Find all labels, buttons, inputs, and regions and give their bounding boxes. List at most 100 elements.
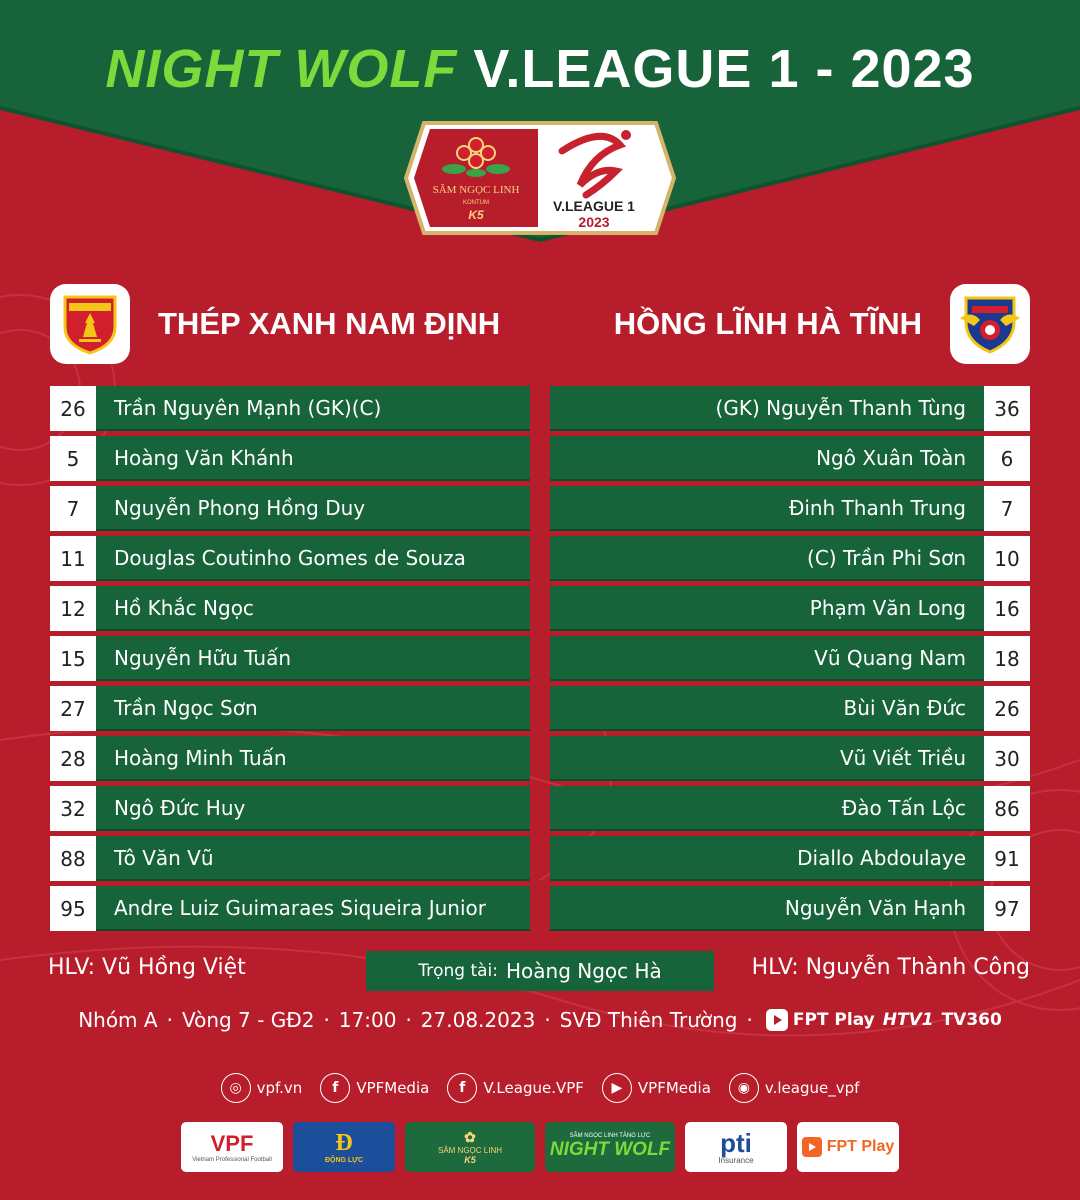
player-number: 30 [984,736,1030,781]
social-label: VPFMedia [356,1079,430,1097]
dong-luc-text: ĐỘNG LỰC [324,1157,364,1164]
page-title: NIGHT WOLF V.LEAGUE 1 - 2023 [0,38,1080,100]
badge-sponsor-sub: KONTUM [463,200,489,206]
player-number: 5 [50,436,96,481]
player-number: 7 [50,486,96,531]
sam-ngoc-linh-mark: K5 [464,1155,476,1165]
facebook-icon: f [447,1073,478,1103]
vpf-logo-sub: Vietnam Professional Football [192,1157,272,1163]
badge-league-year: 2023 [578,214,609,230]
player-number: 10 [984,536,1030,581]
player-name: Tô Văn Vũ [96,836,530,881]
social-label: VPFMedia [637,1079,711,1097]
sponsor-pti: pti Insurance [685,1122,787,1172]
sam-ngoc-linh-icon: ✿ [464,1129,476,1145]
player-name: Nguyễn Hữu Tuấn [96,636,530,681]
separator-dot: · [323,1008,330,1032]
player-name: Vũ Viết Triều [550,736,984,781]
away-player-row: Đào Tấn Lộc 86 [550,786,1030,831]
home-player-row: 32 Ngô Đức Huy [50,786,530,831]
player-name: Diallo Abdoulaye [550,836,984,881]
player-name: Nguyễn Văn Hạnh [550,886,984,931]
player-name: Vũ Quang Nam [550,636,984,681]
player-name: Andre Luiz Guimaraes Siqueira Junior [96,886,530,931]
away-coach: HLV: Nguyễn Thành Công [751,955,1030,980]
facebook-icon: f [320,1073,351,1103]
social-label: V.League.VPF [483,1079,584,1097]
pti-logo-text: pti [720,1127,752,1158]
away-player-row: Nguyễn Văn Hạnh 97 [550,886,1030,931]
player-name: Bùi Văn Đức [550,686,984,731]
player-number: 16 [984,586,1030,631]
sponsor-fpt-play: FPT Play [797,1122,899,1172]
sam-ngoc-linh-text: SÂM NGỌC LINH [437,1146,502,1155]
instagram-icon: ◉ [728,1073,759,1103]
home-player-row: 95 Andre Luiz Guimaraes Siqueira Junior [50,886,530,931]
away-lineup: (GK) Nguyễn Thanh Tùng 36 Ngô Xuân Toàn 6 Đi… [550,386,1030,936]
player-number: 26 [984,686,1030,731]
player-number: 86 [984,786,1030,831]
player-name: (C) Trần Phi Sơn [550,536,984,581]
away-player-row: (GK) Nguyễn Thanh Tùng 36 [550,386,1030,431]
player-name: Trần Nguyên Mạnh (GK)(C) [96,386,530,431]
player-name: (GK) Nguyễn Thanh Tùng [550,386,984,431]
home-player-row: 15 Nguyễn Hữu Tuấn [50,636,530,681]
title-night-wolf: NIGHT WOLF [105,39,458,99]
play-icon [765,1009,788,1031]
youtube-icon: ▶ [601,1073,632,1103]
away-player-row: Vũ Viết Triều 30 [550,736,1030,781]
away-team-name: HỒNG LĨNH HÀ TĨNH [613,306,922,341]
away-player-row: Diallo Abdoulaye 91 [550,836,1030,881]
player-name: Hoàng Văn Khánh [96,436,530,481]
player-name: Hồ Khắc Ngọc [96,586,530,631]
player-number: 95 [50,886,96,931]
referee-name: Hoàng Ngọc Hà [505,959,662,983]
away-player-row: Đinh Thanh Trung 7 [550,486,1030,531]
social-link[interactable]: ◉ v.league_vpf [728,1073,860,1103]
home-player-row: 11 Douglas Coutinho Gomes de Souza [50,536,530,581]
player-number: 18 [984,636,1030,681]
away-player-row: Vũ Quang Nam 18 [550,636,1030,681]
player-name: Đào Tấn Lộc [550,786,984,831]
globe-icon: ◎ [220,1073,251,1103]
match-time: 17:00 [338,1008,397,1032]
player-number: 15 [50,636,96,681]
broadcaster-fpt-play: FPT Play [765,1009,875,1031]
social-link[interactable]: ◎ vpf.vn [220,1073,302,1103]
social-links: ◎ vpf.vn f VPFMedia f V.League.VPF ▶ VPFMedia ◉ v… [0,1073,1080,1103]
away-player-row: (C) Trần Phi Sơn 10 [550,536,1030,581]
sponsor-night-wolf: SÂM NGỌC LINH TĂNG LỰC NIGHT WOLF [545,1122,675,1172]
separator-dot: · [166,1008,173,1032]
player-name: Đinh Thanh Trung [550,486,984,531]
separator-dot: · [405,1008,412,1032]
home-player-row: 28 Hoàng Minh Tuấn [50,736,530,781]
home-player-row: 7 Nguyễn Phong Hồng Duy [50,486,530,531]
sponsor-vpf: VPF Vietnam Professional Football [181,1122,283,1172]
separator-dot: · [544,1008,551,1032]
match-group: Nhóm A [78,1008,158,1032]
player-number: 36 [984,386,1030,431]
title-league: V.LEAGUE 1 - 2023 [473,39,975,99]
badge-league-name: V.LEAGUE 1 [553,198,635,214]
player-number: 91 [984,836,1030,881]
player-number: 28 [50,736,96,781]
player-number: 27 [50,686,96,731]
player-number: 6 [984,436,1030,481]
player-number: 7 [984,486,1030,531]
social-link[interactable]: f VPFMedia [320,1073,429,1103]
social-link[interactable]: f V.League.VPF [447,1073,584,1103]
sponsor-sam-ngoc-linh: ✿ SÂM NGỌC LINH K5 [405,1122,535,1172]
away-player-row: Bùi Văn Đức 26 [550,686,1030,731]
match-stadium: SVĐ Thiên Trường [559,1008,738,1032]
player-name: Ngô Đức Huy [96,786,530,831]
sponsor-dong-luc: Đ ĐỘNG LỰC [293,1122,395,1172]
league-badge: SÂM NGỌC LINH KONTUM K5 V.LEAGUE 1 2023 [403,121,677,235]
player-name: Hoàng Minh Tuấn [96,736,530,781]
player-name: Phạm Văn Long [550,586,984,631]
home-coach: HLV: Vũ Hồng Việt [48,955,246,980]
player-name: Douglas Coutinho Gomes de Souza [96,536,530,581]
social-link[interactable]: ▶ VPFMedia [601,1073,711,1103]
dong-luc-icon: Đ [335,1130,353,1156]
broadcaster-tv360: TV360 [941,1010,1002,1030]
social-label: v.league_vpf [764,1079,860,1097]
